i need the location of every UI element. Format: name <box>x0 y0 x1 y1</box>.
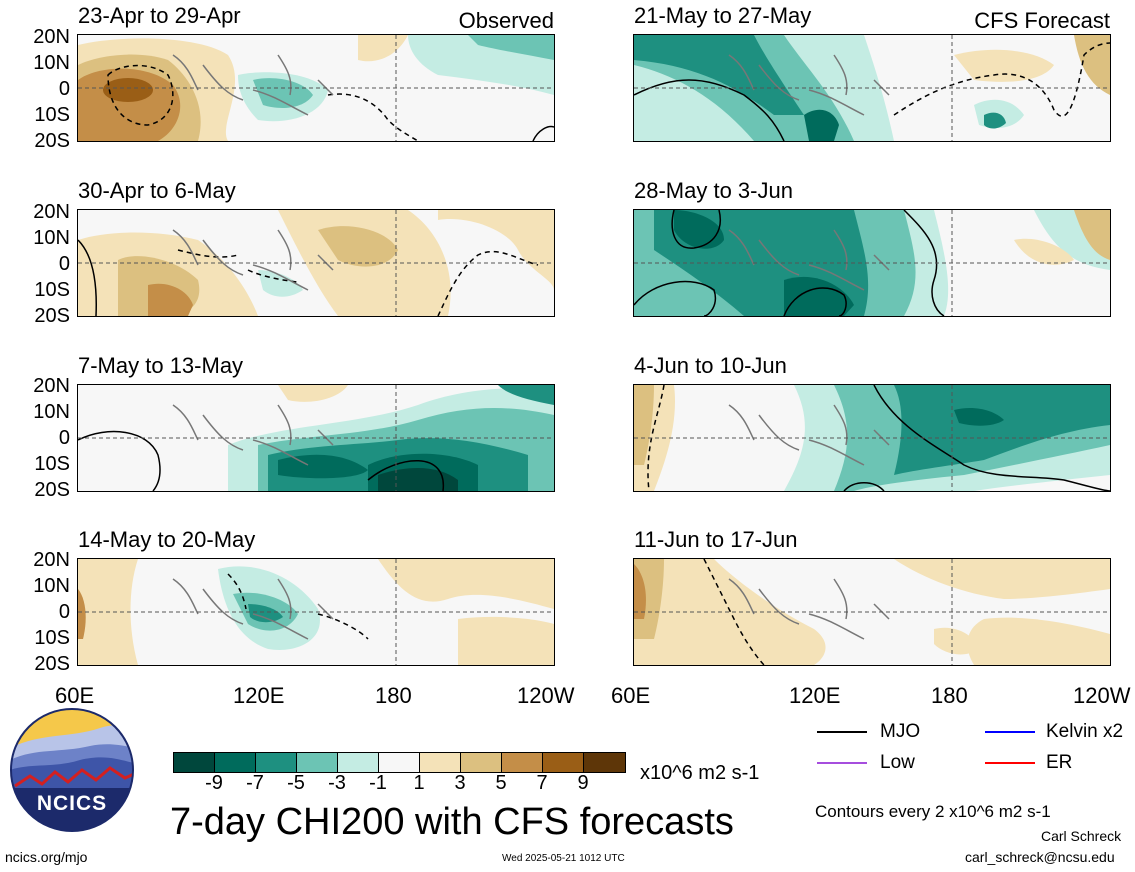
panel-title: 28-May to 3-Jun <box>634 178 793 203</box>
colorbar-swatch <box>215 753 256 772</box>
forecast-label: CFS Forecast <box>974 8 1110 33</box>
map-panel <box>77 558 555 666</box>
lat-label-20n: 20N <box>33 375 70 397</box>
colorbar <box>173 752 626 773</box>
lon-label-120e: 120E <box>789 683 841 708</box>
logo-text: NCICS <box>36 792 108 815</box>
lon-label-180: 180 <box>931 683 968 708</box>
colorbar-tick: -1 <box>369 772 387 794</box>
colorbar-tick: -5 <box>287 772 305 794</box>
lat-label-0: 0 <box>58 427 70 449</box>
legend-label-low: Low <box>880 752 915 773</box>
colorbar-tick: -7 <box>246 772 264 794</box>
lat-label-10s: 10S <box>34 279 70 301</box>
panel-title: 4-Jun to 10-Jun <box>634 353 787 378</box>
panel-title: 7-May to 13-May <box>78 353 244 378</box>
legend-label-mjo: MJO <box>880 721 921 742</box>
map-panel <box>633 209 1111 317</box>
lat-label-10n: 10N <box>33 52 70 74</box>
legend-swatch-low <box>817 762 867 764</box>
map-panel <box>633 558 1111 666</box>
colorbar-swatch <box>584 753 625 772</box>
map-panel <box>633 384 1111 492</box>
lat-label-10n: 10N <box>33 575 70 597</box>
colorbar-swatch <box>502 753 543 772</box>
legend-swatch-er <box>985 762 1035 764</box>
legend-label-er: ER <box>1046 752 1073 773</box>
colorbar-tick: -9 <box>205 772 223 794</box>
lon-label-60e: 60E <box>611 683 651 708</box>
legend-swatch-mjo <box>817 731 867 733</box>
lat-label-20s: 20S <box>34 653 70 675</box>
panel-title: 11-Jun to 17-Jun <box>634 527 798 552</box>
lat-label-0: 0 <box>58 253 70 275</box>
lat-label-10n: 10N <box>33 401 70 423</box>
colorbar-tick: 3 <box>454 772 466 794</box>
panel-title: 21-May to 27-May <box>634 3 812 28</box>
colorbar-tick: -3 <box>328 772 346 794</box>
contours-note: Contours every 2 x10^6 m2 s-1 <box>815 802 1051 821</box>
panel-title: 14-May to 20-May <box>78 527 256 552</box>
lat-label-10s: 10S <box>34 453 70 475</box>
lat-label-10n: 10N <box>33 227 70 249</box>
colorbar-tick: 9 <box>577 772 589 794</box>
lat-label-20s: 20S <box>34 305 70 327</box>
colorbar-tick: 1 <box>413 772 425 794</box>
legend-swatch-kelvin <box>985 731 1035 733</box>
author-name: Carl Schreck <box>1041 828 1122 844</box>
colorbar-swatch <box>174 753 215 772</box>
author-email: carl_schreck@ncsu.edu <box>965 849 1115 865</box>
figure-title: 7-day CHI200 with CFS forecasts <box>170 801 734 843</box>
panel-title: 23-Apr to 29-Apr <box>78 3 241 28</box>
lat-label-20s: 20S <box>34 130 70 152</box>
colorbar-swatch <box>461 753 502 772</box>
map-panel <box>77 34 555 142</box>
colorbar-tick: 7 <box>536 772 548 794</box>
observed-label: Observed <box>458 8 554 33</box>
lon-label-60e: 60E <box>55 683 95 708</box>
lat-label-20n: 20N <box>33 201 70 223</box>
lat-label-0: 0 <box>58 78 70 100</box>
colorbar-units: x10^6 m2 s-1 <box>640 762 760 784</box>
lat-label-20n: 20N <box>33 549 70 571</box>
ncics-logo: NCICS <box>10 708 134 832</box>
panel-title: 30-Apr to 6-May <box>78 178 236 203</box>
colorbar-swatch <box>297 753 338 772</box>
map-panel <box>77 384 555 492</box>
legend-label-kelvin: Kelvin x2 <box>1046 721 1124 742</box>
lon-label-120w: 120W <box>1073 685 1131 707</box>
lat-label-10s: 10S <box>34 104 70 126</box>
lat-label-20n: 20N <box>33 26 70 48</box>
timestamp: Wed 2025-05-21 1012 UTC <box>502 853 625 864</box>
ncics-logo-graphic <box>10 708 134 832</box>
colorbar-swatch <box>338 753 379 772</box>
site-url: ncics.org/mjo <box>5 849 88 865</box>
lon-label-180: 180 <box>375 683 412 708</box>
lat-label-10s: 10S <box>34 627 70 649</box>
lat-label-0: 0 <box>58 601 70 623</box>
colorbar-swatch <box>543 753 584 772</box>
map-panel <box>633 34 1111 142</box>
colorbar-swatch <box>379 753 420 772</box>
colorbar-tick: 5 <box>495 772 507 794</box>
lat-label-20s: 20S <box>34 479 70 501</box>
lon-label-120w: 120W <box>517 683 575 708</box>
colorbar-swatch <box>420 753 461 772</box>
lon-label-120e: 120E <box>233 683 285 708</box>
map-panel <box>77 209 555 317</box>
colorbar-swatch <box>256 753 297 772</box>
